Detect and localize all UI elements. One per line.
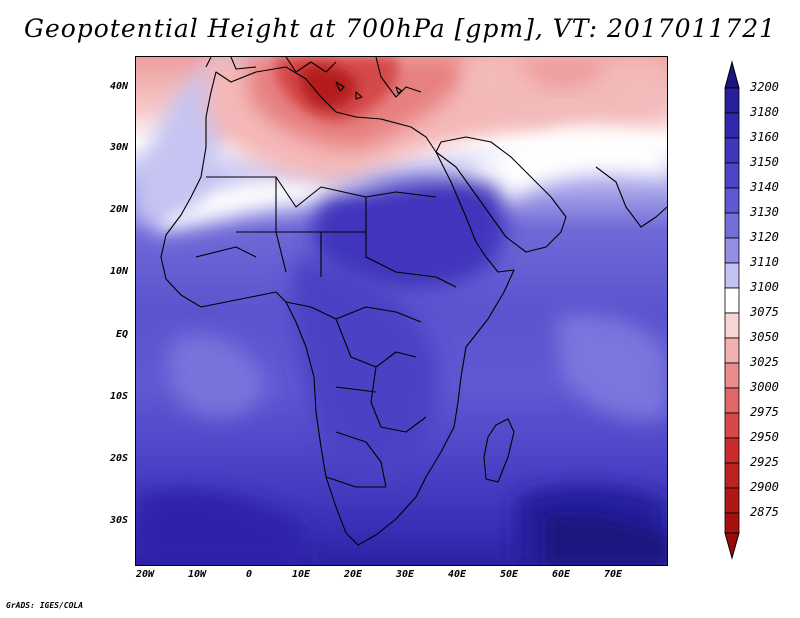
colorbar-label-3180: 3180 — [750, 105, 779, 119]
colorbar-seg-2950 — [724, 437, 740, 464]
lon-label-10w: 10W — [187, 569, 207, 580]
lon-label-40e: 40E — [447, 569, 467, 580]
lon-label-0: 0 — [245, 569, 253, 580]
colorbar-label-3150: 3150 — [750, 155, 779, 169]
colorbar-seg-2925 — [724, 462, 740, 489]
grads-credit: GrADS: IGES/COLA — [6, 601, 84, 610]
colorbar-seg-3100 — [724, 287, 740, 314]
colorbar-label-3200: 3200 — [750, 80, 779, 94]
colorbar-seg-3200 — [724, 87, 740, 114]
colorbar-label-2875: 2875 — [750, 505, 779, 519]
colorbar-seg-3180 — [724, 112, 740, 139]
colorbar-label-3025: 3025 — [750, 355, 779, 369]
colorbar-seg-3160 — [724, 137, 740, 164]
colorbar-seg-3110 — [724, 262, 740, 289]
colorbar-seg-3140 — [724, 187, 740, 214]
lon-label-50e: 50E — [499, 569, 519, 580]
colorbar-seg-2975 — [724, 412, 740, 439]
colorbar-label-2900: 2900 — [750, 480, 779, 494]
lat-label-30s: 30S — [109, 515, 128, 526]
colorbar-seg-3150 — [724, 162, 740, 189]
lat-label-20s: 20S — [109, 453, 128, 464]
colorbar-label-2925: 2925 — [750, 455, 779, 469]
lon-label-20w: 20W — [135, 569, 155, 580]
colorbar-label-3000: 3000 — [750, 380, 779, 394]
colorbar-seg-3000 — [724, 387, 740, 414]
colorbar-top-arrow — [724, 60, 740, 89]
lat-label-10s: 10S — [109, 391, 128, 402]
lat-label-10n: 10N — [109, 266, 128, 277]
colorbar-seg-2875 — [724, 512, 740, 534]
colorbar-seg-3130 — [724, 212, 740, 239]
colorbar-label-3050: 3050 — [750, 330, 779, 344]
colorbar-label-3140: 3140 — [750, 180, 779, 194]
lon-label-70e: 70E — [603, 569, 623, 580]
lat-label-30n: 30N — [109, 142, 128, 153]
lon-label-30e: 30E — [395, 569, 415, 580]
colorbar-seg-3025 — [724, 362, 740, 389]
map-title: Geopotential Height at 700hPa [gpm], VT:… — [23, 14, 777, 43]
colorbar-seg-3050 — [724, 337, 740, 364]
lat-label-eq: EQ — [115, 329, 128, 340]
colorbar-bottom-arrow — [724, 532, 740, 560]
colorbar-seg-3120 — [724, 237, 740, 264]
lon-label-60e: 60E — [551, 569, 571, 580]
height-contour-fill — [136, 57, 667, 565]
colorbar-label-3110: 3110 — [750, 255, 779, 269]
colorbar-label-3100: 3100 — [750, 280, 779, 294]
lon-label-10e: 10E — [291, 569, 311, 580]
colorbar-label-3160: 3160 — [750, 130, 779, 144]
colorbar-seg-2900 — [724, 487, 740, 514]
lat-label-40n: 40N — [109, 81, 128, 92]
lon-label-20e: 20E — [343, 569, 363, 580]
colorbar-label-3130: 3130 — [750, 205, 779, 219]
colorbar — [724, 60, 740, 560]
map-plot-area — [135, 56, 668, 566]
colorbar-label-3075: 3075 — [750, 305, 779, 319]
colorbar-seg-3075 — [724, 312, 740, 339]
colorbar-label-2975: 2975 — [750, 405, 779, 419]
colorbar-label-2950: 2950 — [750, 430, 779, 444]
lat-label-20n: 20N — [109, 204, 128, 215]
coastlines-and-borders — [160, 57, 667, 546]
colorbar-label-3120: 3120 — [750, 230, 779, 244]
